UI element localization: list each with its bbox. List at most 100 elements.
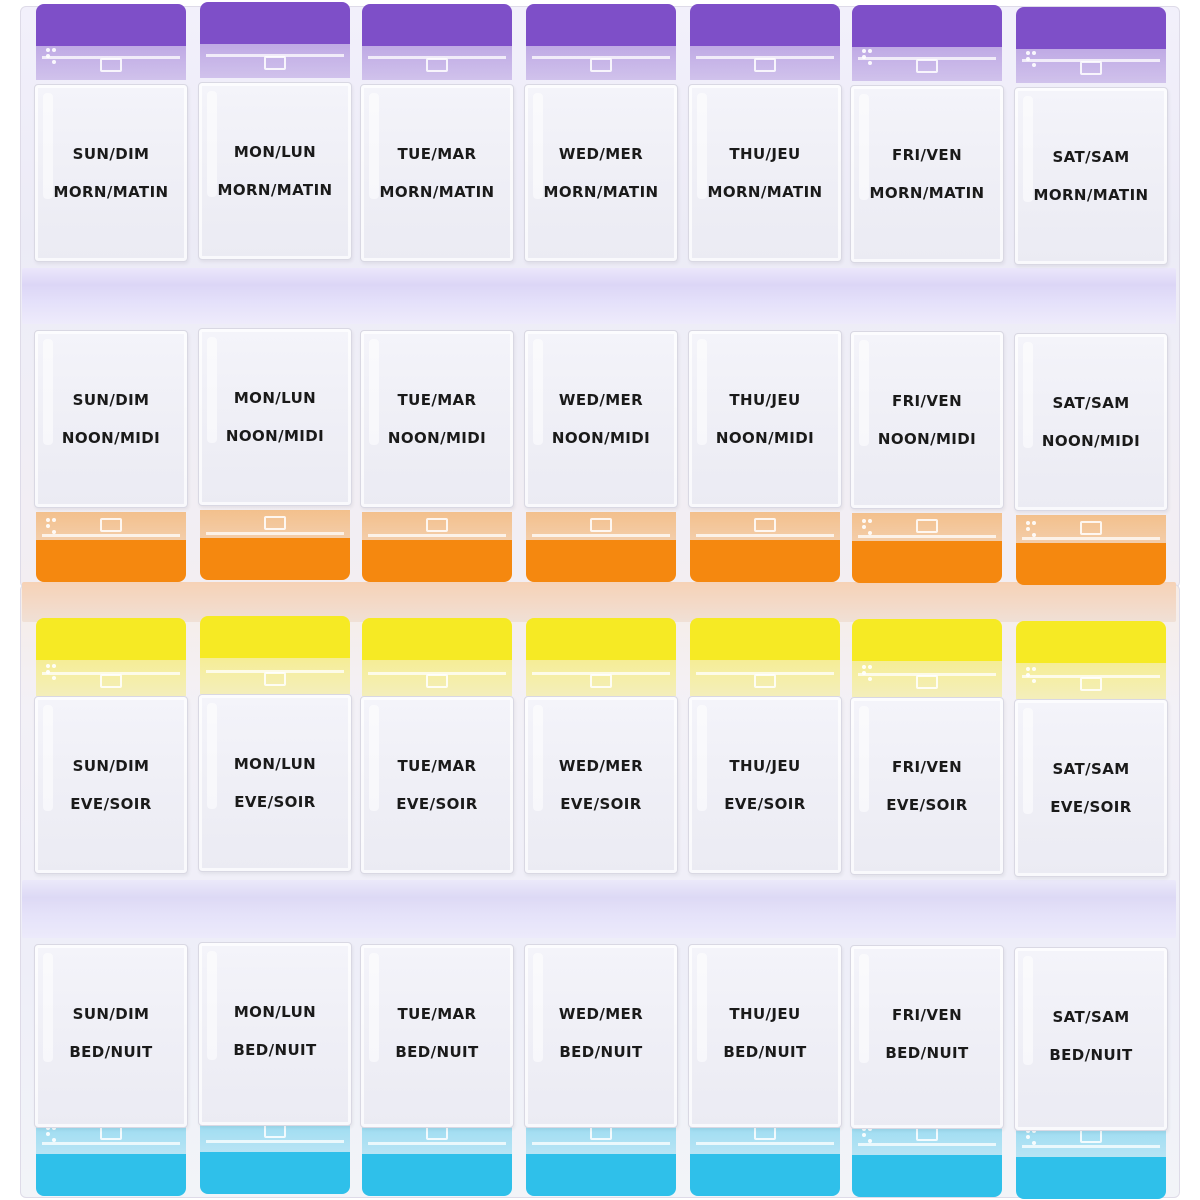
- lid-highlight: [43, 93, 53, 199]
- lid-tab[interactable]: [526, 1154, 676, 1196]
- compartment-lid[interactable]: THU/JEU BED/NUIT: [688, 944, 842, 1128]
- lid-tab[interactable]: [852, 541, 1002, 583]
- pill-compartment[interactable]: FRI/VEN EVE/SOIR: [848, 619, 1006, 875]
- pill-compartment[interactable]: FRI/VEN BED/NUIT: [848, 941, 1006, 1197]
- pill-compartment[interactable]: TUE/MAR BED/NUIT: [358, 940, 516, 1196]
- lid-tab[interactable]: [690, 1154, 840, 1196]
- compartment-lid[interactable]: MON/LUN MORN/MATIN: [198, 82, 352, 260]
- lid-tab[interactable]: [200, 2, 350, 44]
- lid-hinge: [1016, 661, 1166, 699]
- pill-compartment[interactable]: SAT/SAM MORN/MATIN: [1012, 7, 1170, 265]
- pill-compartment[interactable]: WED/MER BED/NUIT: [522, 940, 680, 1196]
- pill-compartment[interactable]: SUN/DIM MORN/MATIN: [32, 4, 190, 262]
- pill-compartment[interactable]: SAT/SAM NOON/MIDI: [1012, 329, 1170, 585]
- pill-compartment[interactable]: MON/LUN BED/NUIT: [196, 938, 354, 1194]
- lid-hinge: [690, 512, 840, 550]
- compartment-lid[interactable]: WED/MER MORN/MATIN: [524, 84, 678, 262]
- compartment-lid[interactable]: THU/JEU MORN/MATIN: [688, 84, 842, 262]
- pill-compartment[interactable]: SUN/DIM NOON/MIDI: [32, 326, 190, 582]
- compartment-lid[interactable]: SUN/DIM EVE/SOIR: [34, 696, 188, 874]
- compartment-lid[interactable]: TUE/MAR BED/NUIT: [360, 944, 514, 1128]
- pill-compartment[interactable]: THU/JEU BED/NUIT: [686, 940, 844, 1196]
- compartment-lid[interactable]: SUN/DIM MORN/MATIN: [34, 84, 188, 262]
- day-label: SUN/DIM: [72, 145, 150, 163]
- time-of-day-label: MORN/MATIN: [379, 183, 495, 201]
- compartment-lid[interactable]: THU/JEU EVE/SOIR: [688, 696, 842, 874]
- lid-tab[interactable]: [852, 1155, 1002, 1197]
- pill-compartment[interactable]: THU/JEU MORN/MATIN: [686, 4, 844, 262]
- compartment-lid[interactable]: MON/LUN BED/NUIT: [198, 942, 352, 1126]
- lid-tab[interactable]: [1016, 1157, 1166, 1199]
- time-of-day-label: NOON/MIDI: [61, 429, 161, 447]
- pill-compartment[interactable]: WED/MER EVE/SOIR: [522, 618, 680, 874]
- time-of-day-label: BED/NUIT: [885, 1044, 969, 1062]
- pill-compartment[interactable]: TUE/MAR NOON/MIDI: [358, 326, 516, 582]
- compartment-lid[interactable]: MON/LUN NOON/MIDI: [198, 328, 352, 506]
- pill-compartment[interactable]: SAT/SAM EVE/SOIR: [1012, 621, 1170, 877]
- pill-compartment[interactable]: TUE/MAR MORN/MATIN: [358, 4, 516, 262]
- time-of-day-label: MORN/MATIN: [217, 181, 333, 199]
- pill-compartment[interactable]: MON/LUN EVE/SOIR: [196, 616, 354, 872]
- compartment-lid[interactable]: THU/JEU NOON/MIDI: [688, 330, 842, 508]
- lid-tab[interactable]: [362, 1154, 512, 1196]
- compartment-lid[interactable]: SUN/DIM BED/NUIT: [34, 944, 188, 1128]
- compartment-lid[interactable]: TUE/MAR EVE/SOIR: [360, 696, 514, 874]
- compartment-lid[interactable]: WED/MER BED/NUIT: [524, 944, 678, 1128]
- pill-compartment[interactable]: WED/MER MORN/MATIN: [522, 4, 680, 262]
- lid-tab[interactable]: [526, 4, 676, 46]
- compartment-lid[interactable]: WED/MER NOON/MIDI: [524, 330, 678, 508]
- lid-tab[interactable]: [36, 1154, 186, 1196]
- pill-compartment[interactable]: THU/JEU EVE/SOIR: [686, 618, 844, 874]
- pill-compartment[interactable]: FRI/VEN NOON/MIDI: [848, 327, 1006, 583]
- compartment-lid[interactable]: MON/LUN EVE/SOIR: [198, 694, 352, 872]
- compartment-lid[interactable]: TUE/MAR MORN/MATIN: [360, 84, 514, 262]
- pill-compartment[interactable]: FRI/VEN MORN/MATIN: [848, 5, 1006, 263]
- compartment-lid[interactable]: SUN/DIM NOON/MIDI: [34, 330, 188, 508]
- compartment-lid[interactable]: SAT/SAM NOON/MIDI: [1014, 333, 1168, 511]
- compartment-lid[interactable]: FRI/VEN BED/NUIT: [850, 945, 1004, 1129]
- lid-tab[interactable]: [36, 4, 186, 46]
- pill-compartment[interactable]: WED/MER NOON/MIDI: [522, 326, 680, 582]
- compartment-lid[interactable]: SAT/SAM EVE/SOIR: [1014, 699, 1168, 877]
- lid-tab[interactable]: [200, 1152, 350, 1194]
- lid-tab[interactable]: [1016, 621, 1166, 663]
- lid-tab[interactable]: [200, 538, 350, 580]
- compartment-lid[interactable]: FRI/VEN NOON/MIDI: [850, 331, 1004, 509]
- pill-compartment[interactable]: SAT/SAM BED/NUIT: [1012, 943, 1170, 1199]
- lid-tab[interactable]: [362, 540, 512, 582]
- lid-tab[interactable]: [852, 5, 1002, 47]
- braille-dot: [52, 1126, 56, 1130]
- pill-compartment[interactable]: SUN/DIM EVE/SOIR: [32, 618, 190, 874]
- compartment-lid[interactable]: SAT/SAM BED/NUIT: [1014, 947, 1168, 1131]
- lid-tab[interactable]: [690, 540, 840, 582]
- compartment-lid[interactable]: WED/MER EVE/SOIR: [524, 696, 678, 874]
- compartment-lid[interactable]: SAT/SAM MORN/MATIN: [1014, 87, 1168, 265]
- compartment-lid[interactable]: FRI/VEN MORN/MATIN: [850, 85, 1004, 263]
- hinge-latch: [264, 516, 286, 530]
- braille-dot: [862, 525, 866, 529]
- lid-tab[interactable]: [526, 618, 676, 660]
- lid-tab[interactable]: [362, 4, 512, 46]
- pill-compartment[interactable]: MON/LUN MORN/MATIN: [196, 2, 354, 260]
- compartment-lid[interactable]: FRI/VEN EVE/SOIR: [850, 697, 1004, 875]
- lid-tab[interactable]: [852, 619, 1002, 661]
- lid-tab[interactable]: [690, 4, 840, 46]
- pill-compartment[interactable]: SUN/DIM BED/NUIT: [32, 940, 190, 1196]
- pill-compartment[interactable]: THU/JEU NOON/MIDI: [686, 326, 844, 582]
- lid-tab[interactable]: [1016, 543, 1166, 585]
- pill-compartment[interactable]: TUE/MAR EVE/SOIR: [358, 618, 516, 874]
- braille-dot: [52, 60, 56, 64]
- lid-highlight: [1023, 956, 1033, 1066]
- lid-tab[interactable]: [200, 616, 350, 658]
- lid-tab[interactable]: [526, 540, 676, 582]
- lid-tab[interactable]: [690, 618, 840, 660]
- lid-tab[interactable]: [1016, 7, 1166, 49]
- lid-tab[interactable]: [36, 618, 186, 660]
- pill-compartment[interactable]: MON/LUN NOON/MIDI: [196, 324, 354, 580]
- compartment-lid[interactable]: TUE/MAR NOON/MIDI: [360, 330, 514, 508]
- hinge-latch: [1080, 1129, 1102, 1143]
- lid-tab[interactable]: [36, 540, 186, 582]
- lid-highlight: [207, 703, 217, 809]
- lid-tab[interactable]: [362, 618, 512, 660]
